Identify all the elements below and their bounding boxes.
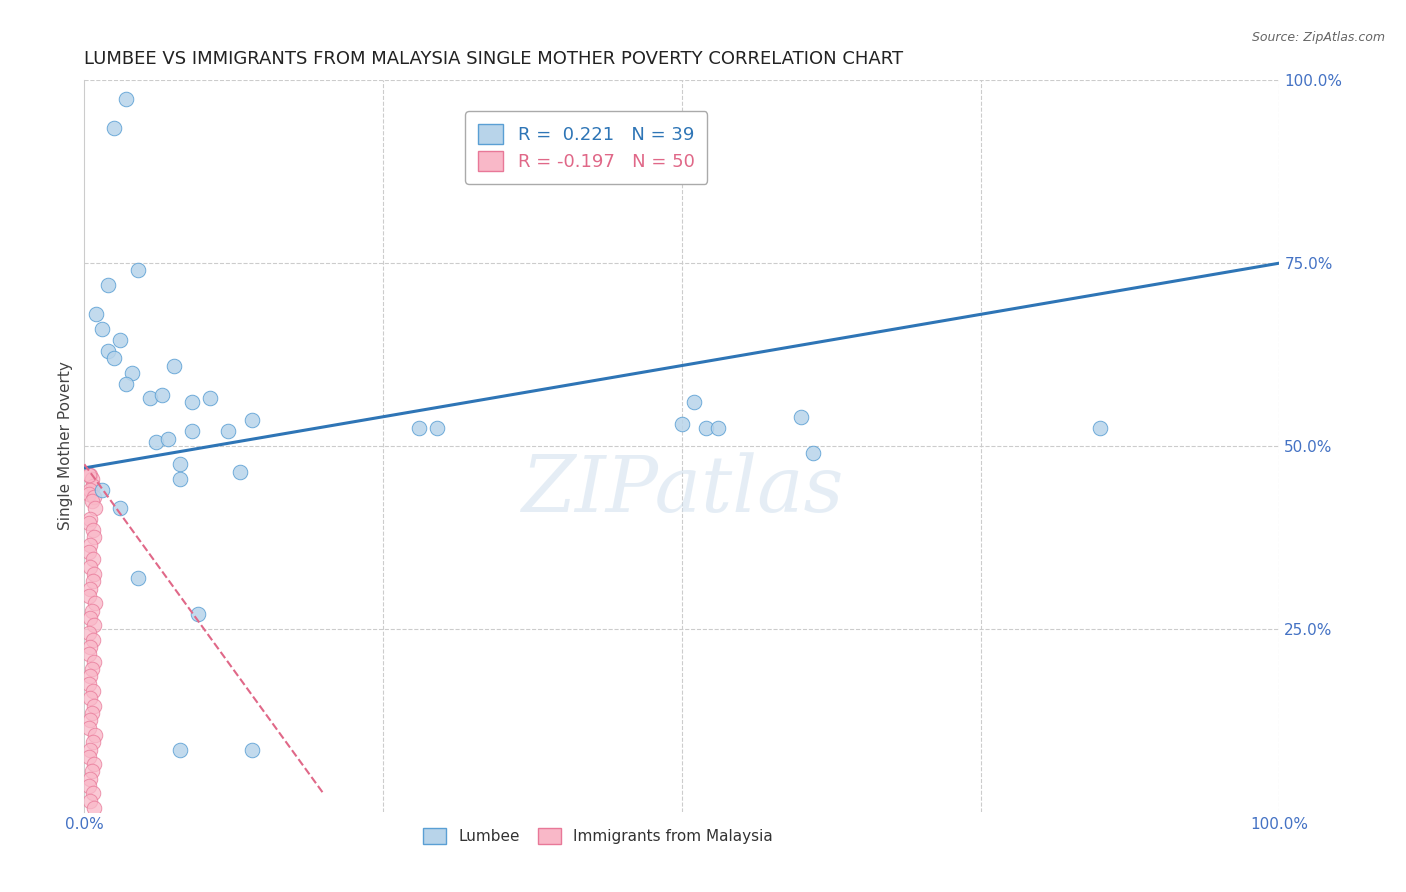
Point bbox=[82, 787, 104, 801]
Point bbox=[110, 501, 132, 516]
Point bbox=[79, 742, 101, 756]
Point bbox=[83, 698, 105, 713]
Text: ZIPatlas: ZIPatlas bbox=[520, 451, 844, 528]
Point bbox=[84, 501, 107, 516]
Text: LUMBEE VS IMMIGRANTS FROM MALAYSIA SINGLE MOTHER POVERTY CORRELATION CHART: LUMBEE VS IMMIGRANTS FROM MALAYSIA SINGL… bbox=[84, 50, 904, 68]
Point bbox=[169, 472, 191, 486]
Point bbox=[671, 417, 693, 431]
Point bbox=[181, 395, 204, 409]
Point bbox=[79, 691, 101, 706]
Point bbox=[91, 483, 114, 497]
Point bbox=[803, 446, 825, 460]
Point bbox=[169, 742, 191, 756]
Point bbox=[229, 465, 252, 479]
Point bbox=[145, 435, 167, 450]
Point bbox=[77, 648, 100, 662]
Point bbox=[77, 545, 100, 559]
Point bbox=[110, 333, 132, 347]
Point bbox=[157, 432, 180, 446]
Point bbox=[127, 571, 149, 585]
Point bbox=[150, 388, 173, 402]
Point bbox=[77, 516, 100, 530]
Point bbox=[82, 684, 104, 698]
Point bbox=[82, 552, 104, 566]
Point bbox=[127, 263, 149, 277]
Point bbox=[79, 611, 101, 625]
Point bbox=[187, 607, 209, 622]
Point bbox=[83, 490, 105, 504]
Point bbox=[80, 494, 103, 508]
Point bbox=[77, 589, 100, 603]
Point bbox=[77, 676, 100, 690]
Point bbox=[80, 706, 103, 720]
Point bbox=[82, 632, 104, 647]
Point bbox=[84, 596, 107, 610]
Point bbox=[426, 421, 449, 435]
Point bbox=[1090, 421, 1112, 435]
Point bbox=[77, 625, 100, 640]
Point bbox=[115, 92, 138, 106]
Point bbox=[83, 757, 105, 772]
Point bbox=[80, 764, 103, 779]
Point bbox=[79, 582, 101, 596]
Point bbox=[77, 486, 100, 500]
Point bbox=[79, 559, 101, 574]
Text: Source: ZipAtlas.com: Source: ZipAtlas.com bbox=[1251, 31, 1385, 45]
Point bbox=[181, 425, 204, 439]
Point bbox=[83, 655, 105, 669]
Point bbox=[79, 483, 101, 497]
Point bbox=[77, 779, 100, 793]
Point bbox=[77, 468, 100, 483]
Point bbox=[121, 366, 143, 380]
Point bbox=[91, 322, 114, 336]
Point bbox=[79, 640, 101, 655]
Point bbox=[79, 794, 101, 808]
Point bbox=[163, 359, 186, 373]
Point bbox=[77, 749, 100, 764]
Point bbox=[79, 772, 101, 786]
Point bbox=[80, 472, 103, 486]
Point bbox=[169, 457, 191, 471]
Legend: Lumbee, Immigrants from Malaysia: Lumbee, Immigrants from Malaysia bbox=[416, 821, 780, 852]
Point bbox=[83, 618, 105, 632]
Point bbox=[79, 669, 101, 683]
Point bbox=[82, 735, 104, 749]
Point bbox=[77, 721, 100, 735]
Point bbox=[79, 468, 101, 483]
Point bbox=[683, 395, 706, 409]
Point bbox=[82, 523, 104, 537]
Point bbox=[79, 714, 101, 728]
Point bbox=[82, 479, 104, 493]
Point bbox=[79, 538, 101, 552]
Point bbox=[240, 742, 263, 756]
Point bbox=[97, 343, 120, 358]
Point bbox=[83, 801, 105, 815]
Point bbox=[83, 530, 105, 544]
Point bbox=[707, 421, 730, 435]
Point bbox=[695, 421, 717, 435]
Point bbox=[790, 409, 813, 424]
Point bbox=[84, 728, 107, 742]
Point bbox=[240, 413, 263, 427]
Point bbox=[198, 392, 221, 406]
Point bbox=[86, 307, 108, 321]
Point bbox=[139, 392, 162, 406]
Point bbox=[103, 351, 125, 366]
Point bbox=[80, 662, 103, 676]
Point bbox=[103, 120, 125, 135]
Point bbox=[115, 376, 138, 391]
Point bbox=[79, 512, 101, 526]
Point bbox=[82, 574, 104, 589]
Point bbox=[217, 425, 239, 439]
Point bbox=[97, 278, 120, 293]
Y-axis label: Single Mother Poverty: Single Mother Poverty bbox=[58, 361, 73, 531]
Point bbox=[80, 603, 103, 617]
Point bbox=[408, 421, 430, 435]
Point bbox=[83, 567, 105, 582]
